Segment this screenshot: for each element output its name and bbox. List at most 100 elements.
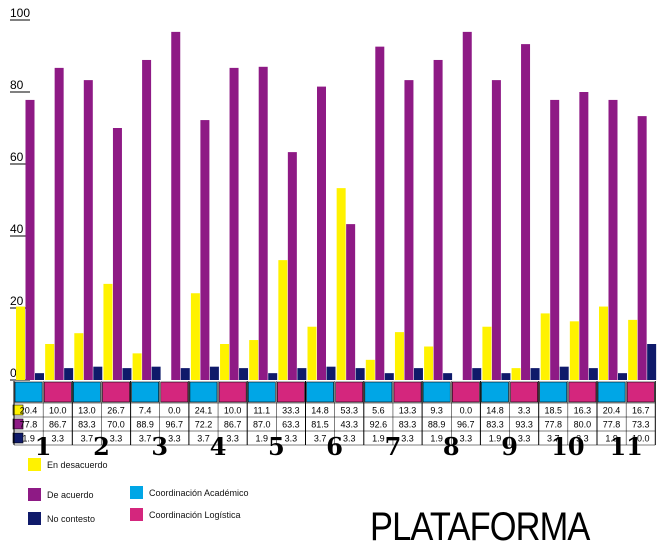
bar [511, 368, 521, 380]
bar [443, 373, 453, 380]
table-cell-value: 87.0 [253, 420, 271, 430]
table-cell-value: 10.0 [632, 434, 650, 444]
table-cell-value: 1.9 [489, 434, 502, 444]
bar [608, 99, 618, 381]
bar [239, 368, 249, 380]
bar [112, 128, 122, 380]
bar [375, 46, 385, 380]
bar [628, 319, 638, 380]
table-cell-value: 77.8 [603, 420, 621, 430]
table-cell-value: 3.3 [51, 434, 64, 444]
legend-item-acuerdo: De acuerdo [28, 488, 94, 501]
category-label: 9 [501, 432, 518, 461]
legend-label-desacuerdo: En desacuerdo [47, 459, 108, 470]
table-cell-value: 3.3 [285, 434, 298, 444]
bar [579, 92, 589, 380]
table-cell-value: 20.4 [603, 406, 621, 416]
table-cell-value: 24.1 [195, 406, 213, 416]
bar [64, 368, 74, 380]
table-cell-value: 80.0 [574, 420, 592, 430]
table-cell-value: 14.8 [311, 406, 329, 416]
table-cell-value: 86.7 [49, 420, 67, 430]
table-cell-value: 88.9 [136, 420, 154, 430]
bar [25, 99, 35, 381]
table-cell-value: 43.3 [340, 420, 358, 430]
bar [618, 373, 627, 380]
bar [103, 283, 113, 380]
bar [258, 66, 268, 381]
bar [394, 332, 404, 380]
table-cell-value: 7.4 [139, 406, 152, 416]
table-cell-value: 81.5 [311, 420, 329, 430]
y-tick-label: 100 [10, 6, 30, 20]
group-swatch [568, 381, 597, 403]
row-swatch [12, 418, 24, 430]
legend-swatch-coord-academico [130, 486, 143, 499]
table-cell-value: 3.7 [197, 434, 210, 444]
bar [326, 366, 336, 380]
bar [268, 373, 278, 380]
group-swatch [189, 381, 218, 403]
group-swatch [510, 381, 538, 403]
table-cell-value: 3.3 [518, 434, 531, 444]
table-cell-value: 77.8 [545, 420, 563, 430]
table-cell-value: 10.0 [224, 406, 242, 416]
table-cell-value: 1.9 [22, 434, 35, 444]
category-label: 1 [35, 432, 52, 461]
table-cell-value: 3.3 [110, 434, 123, 444]
bar [346, 224, 356, 380]
table-cell-value: 92.6 [370, 420, 388, 430]
y-tick-label: 80 [10, 78, 24, 92]
table-cell-value: 33.3 [282, 406, 300, 416]
bar [249, 340, 259, 380]
legend-label-no-contesto: No contesto [47, 513, 96, 524]
table-cell-value: 3.3 [518, 406, 531, 416]
bar [501, 373, 511, 380]
table-cell-value: 3.7 [139, 434, 152, 444]
bar [336, 188, 346, 380]
table-cell-value: 20.4 [20, 406, 38, 416]
table-cell-value: 83.3 [486, 420, 504, 430]
table-cell-value: 16.3 [574, 406, 592, 416]
table-cell-value: 13.0 [78, 406, 96, 416]
bar [45, 344, 55, 380]
table-cell-value: 96.7 [457, 420, 475, 430]
table-cell-value: 93.3 [515, 420, 533, 430]
bar [530, 368, 540, 380]
bar [171, 31, 181, 380]
legend-swatch-coord-logistica [130, 508, 143, 521]
bar [424, 346, 434, 380]
category-label: 6 [326, 432, 343, 461]
bar [433, 59, 443, 381]
group-swatch [160, 381, 189, 403]
legend: En desacuerdo De acuerdo No contesto Coo… [28, 458, 288, 552]
legend-label-coord-academico: Coordinación Académico [149, 487, 249, 498]
bar [647, 344, 657, 380]
table-cell-value: 16.7 [632, 406, 650, 416]
y-tick-label: 20 [10, 294, 24, 308]
bar [297, 368, 307, 380]
table-cell-value: 18.5 [545, 406, 563, 416]
bar [540, 313, 550, 380]
y-tick-label: 40 [10, 222, 24, 236]
group-swatch [131, 381, 160, 403]
bar [229, 67, 239, 380]
bar [482, 326, 492, 380]
table-cell-value: 3.3 [226, 434, 239, 444]
bar [209, 366, 219, 380]
bar [142, 59, 152, 381]
table-cell-value: 1.9 [256, 434, 269, 444]
group-swatch [14, 381, 43, 403]
group-swatch [335, 381, 364, 403]
bar [491, 80, 501, 381]
group-swatch [539, 381, 568, 403]
legend-item-coord-logistica: Coordinación Logística [130, 508, 241, 521]
table-cell-value: 3.3 [460, 434, 473, 444]
bar [122, 368, 132, 380]
bar [93, 366, 103, 380]
category-label: 7 [385, 432, 402, 461]
table-cell-value: 26.7 [107, 406, 125, 416]
table-cell-value: 72.2 [195, 420, 213, 430]
table-cell-value: 5.6 [372, 406, 385, 416]
legend-swatch-no-contesto [28, 512, 41, 525]
